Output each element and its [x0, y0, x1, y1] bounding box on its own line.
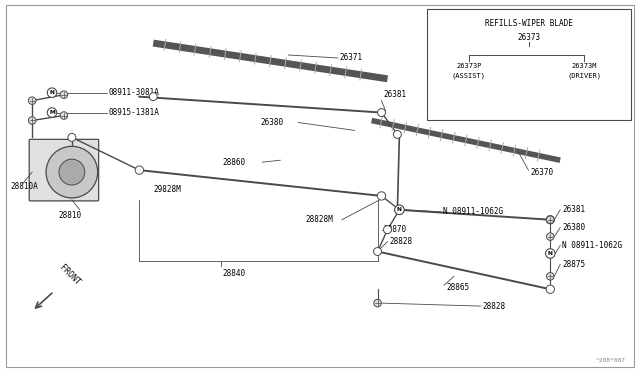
Text: 28828: 28828	[483, 302, 506, 311]
Text: 26370: 26370	[531, 168, 554, 177]
Text: 26380: 26380	[260, 118, 284, 127]
Circle shape	[149, 93, 157, 101]
Text: 28828M: 28828M	[305, 215, 333, 224]
Text: 26373: 26373	[517, 33, 541, 42]
Text: 28875: 28875	[562, 260, 586, 269]
Circle shape	[59, 159, 84, 185]
Text: 08915-1381A: 08915-1381A	[109, 108, 159, 117]
Circle shape	[60, 112, 68, 119]
Circle shape	[378, 192, 386, 200]
Circle shape	[383, 226, 392, 234]
Text: 28865: 28865	[446, 283, 469, 292]
Text: REFILLS-WIPER BLADE: REFILLS-WIPER BLADE	[485, 19, 573, 28]
Circle shape	[546, 285, 554, 294]
Circle shape	[545, 249, 555, 258]
Circle shape	[547, 250, 554, 257]
Text: 26373M: 26373M	[572, 63, 596, 69]
Circle shape	[395, 205, 404, 214]
Bar	[427, 9, 630, 121]
Text: N: N	[397, 207, 402, 212]
Text: 28810A: 28810A	[10, 183, 38, 192]
Circle shape	[395, 205, 404, 215]
Circle shape	[547, 273, 554, 280]
Text: (ASSIST): (ASSIST)	[452, 73, 486, 79]
Circle shape	[28, 117, 36, 124]
FancyBboxPatch shape	[29, 140, 99, 201]
Circle shape	[378, 109, 385, 116]
Text: M: M	[49, 110, 55, 115]
Circle shape	[68, 134, 76, 141]
Circle shape	[547, 233, 554, 240]
Text: N 08911-1062G: N 08911-1062G	[443, 207, 503, 216]
Text: 26380: 26380	[562, 223, 586, 232]
Text: FRONT: FRONT	[58, 263, 82, 287]
Text: 28870: 28870	[383, 225, 406, 234]
Circle shape	[28, 97, 36, 105]
Circle shape	[46, 146, 98, 198]
Text: (DRIVER): (DRIVER)	[567, 73, 601, 79]
Text: 26371: 26371	[340, 54, 363, 62]
Circle shape	[135, 166, 143, 174]
Text: N: N	[49, 90, 54, 95]
Text: 08911-3081A: 08911-3081A	[109, 88, 159, 97]
Circle shape	[394, 131, 401, 138]
Circle shape	[60, 91, 68, 99]
Circle shape	[374, 247, 381, 256]
Text: 26381: 26381	[562, 205, 586, 214]
Text: 26381: 26381	[383, 90, 406, 99]
Circle shape	[547, 216, 554, 224]
Text: 28828: 28828	[390, 237, 413, 246]
Text: 26373P: 26373P	[456, 63, 482, 69]
Text: 28860: 28860	[223, 158, 246, 167]
Text: N: N	[548, 251, 553, 256]
Text: 29828M: 29828M	[153, 186, 181, 195]
Circle shape	[47, 108, 57, 117]
Text: 28840: 28840	[223, 269, 246, 278]
Text: 28810: 28810	[58, 211, 81, 220]
Text: ^288*007: ^288*007	[596, 357, 626, 363]
Circle shape	[374, 299, 381, 307]
Text: N 08911-1062G: N 08911-1062G	[562, 241, 622, 250]
Circle shape	[47, 88, 57, 97]
Circle shape	[546, 216, 554, 224]
